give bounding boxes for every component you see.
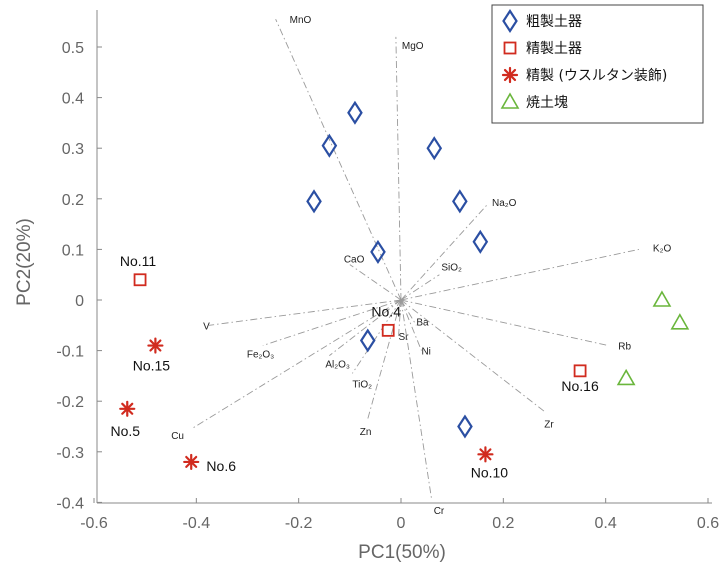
series-0-point	[306, 189, 322, 214]
y-axis-title: PC2(20%)	[14, 218, 35, 306]
x-tick-label: 0	[397, 515, 406, 532]
series-0-point	[359, 328, 376, 353]
series-2-point	[183, 453, 200, 471]
asterisk-stroke	[479, 448, 492, 461]
series-0-point	[321, 133, 338, 158]
loading-label: Zn	[360, 427, 372, 438]
loading-vector-13	[400, 299, 609, 346]
series-3-point	[670, 313, 690, 330]
loading-label: Na₂O	[492, 198, 517, 209]
series-0-point	[452, 189, 468, 214]
loading-label: K₂O	[653, 243, 672, 254]
asterisk-stroke	[185, 455, 198, 468]
series-1-point	[381, 323, 395, 337]
y-tick-label: 0	[75, 293, 84, 310]
series-0-point	[472, 229, 489, 254]
legend-marker-1	[503, 41, 517, 55]
series-0-point	[370, 239, 386, 264]
loading-label: Rb	[618, 342, 631, 353]
loading-label: MgO	[402, 41, 424, 52]
y-tick-label: -0.4	[56, 495, 84, 512]
loading-vector-14	[190, 299, 402, 430]
loading-vector-6	[209, 299, 402, 326]
series-0-point	[457, 414, 473, 439]
series-1-point	[133, 273, 147, 287]
loading-vector-15	[367, 299, 402, 420]
loading-vector-16	[400, 299, 545, 412]
sample-label: No.5	[110, 423, 140, 439]
y-tick-label: -0.3	[56, 445, 84, 462]
loading-label: TiO₂	[352, 379, 372, 390]
series-2-point	[147, 337, 164, 354]
sample-label: No.6	[206, 458, 236, 474]
loading-label: Sr	[398, 332, 409, 343]
series-3-point	[652, 290, 672, 307]
y-tick-label: -0.2	[56, 394, 84, 411]
x-axis-title: PC1(50%)	[358, 542, 446, 563]
legend-label: 精製 (ウスルタン装飾)	[526, 68, 667, 84]
legend-marker-0	[502, 8, 518, 34]
loading-vector-10	[400, 299, 417, 326]
sample-label: No.11	[120, 253, 157, 269]
asterisk-stroke	[149, 339, 162, 352]
x-tick-label: 0.6	[697, 515, 719, 532]
y-tick-label: 0.1	[62, 242, 84, 259]
loading-label: V	[203, 321, 210, 332]
x-tick-label: 0.4	[595, 515, 617, 532]
loading-vector-7	[262, 299, 402, 346]
loading-vector-11	[397, 299, 402, 338]
loading-label: Fe₂O₃	[247, 350, 274, 361]
series-2-point	[119, 400, 136, 417]
y-tick-label: 0.2	[62, 192, 84, 209]
legend-label: 精製土器	[526, 41, 582, 57]
loading-vector-2	[400, 203, 489, 301]
y-tick-label: 0.5	[62, 40, 84, 57]
asterisk-stroke	[503, 68, 517, 82]
loading-label: Zr	[544, 419, 554, 430]
loading-label: Ni	[421, 347, 430, 358]
loading-label: MnO	[290, 15, 312, 26]
loading-label: Al₂O₃	[325, 360, 350, 371]
loading-vector-17	[400, 299, 433, 500]
y-tick-label: 0.4	[62, 91, 84, 108]
loading-vector-3	[400, 248, 640, 301]
y-tick-label: -0.1	[56, 344, 84, 361]
sample-label: No.16	[561, 378, 599, 394]
loading-label: Cu	[171, 431, 184, 442]
loading-label: Cr	[434, 506, 445, 517]
series-0-point	[426, 136, 443, 161]
loading-label: CaO	[344, 255, 365, 266]
loading-label: Ba	[416, 317, 429, 328]
y-tick-label: 0.3	[62, 141, 84, 158]
sample-label: No.10	[471, 464, 509, 480]
x-tick-label: -0.2	[285, 515, 313, 532]
sample-label: No.15	[133, 358, 171, 374]
series-3-point	[616, 368, 636, 386]
x-tick-label: -0.6	[80, 515, 108, 532]
legend-label: 粗製土器	[526, 14, 582, 30]
asterisk-stroke	[121, 402, 134, 415]
loading-vector-8	[329, 299, 402, 357]
loading-label: SiO₂	[441, 263, 462, 274]
x-tick-label: 0.2	[492, 515, 514, 532]
legend-label: 焼土塊	[526, 95, 568, 111]
legend-marker-2	[501, 66, 519, 84]
loading-vector-4	[349, 264, 402, 301]
series-1-point	[573, 364, 587, 378]
loading-vector-12	[400, 299, 422, 351]
legend-marker-3	[500, 92, 520, 109]
series-0-point	[347, 100, 363, 125]
loading-vector-0	[275, 18, 402, 301]
legend-box	[491, 4, 704, 124]
series-2-point	[477, 446, 494, 463]
loading-vector-1	[395, 36, 402, 301]
x-tick-label: -0.4	[183, 515, 211, 532]
loading-vector-9	[352, 299, 402, 374]
sample-label: No.4	[371, 303, 401, 319]
